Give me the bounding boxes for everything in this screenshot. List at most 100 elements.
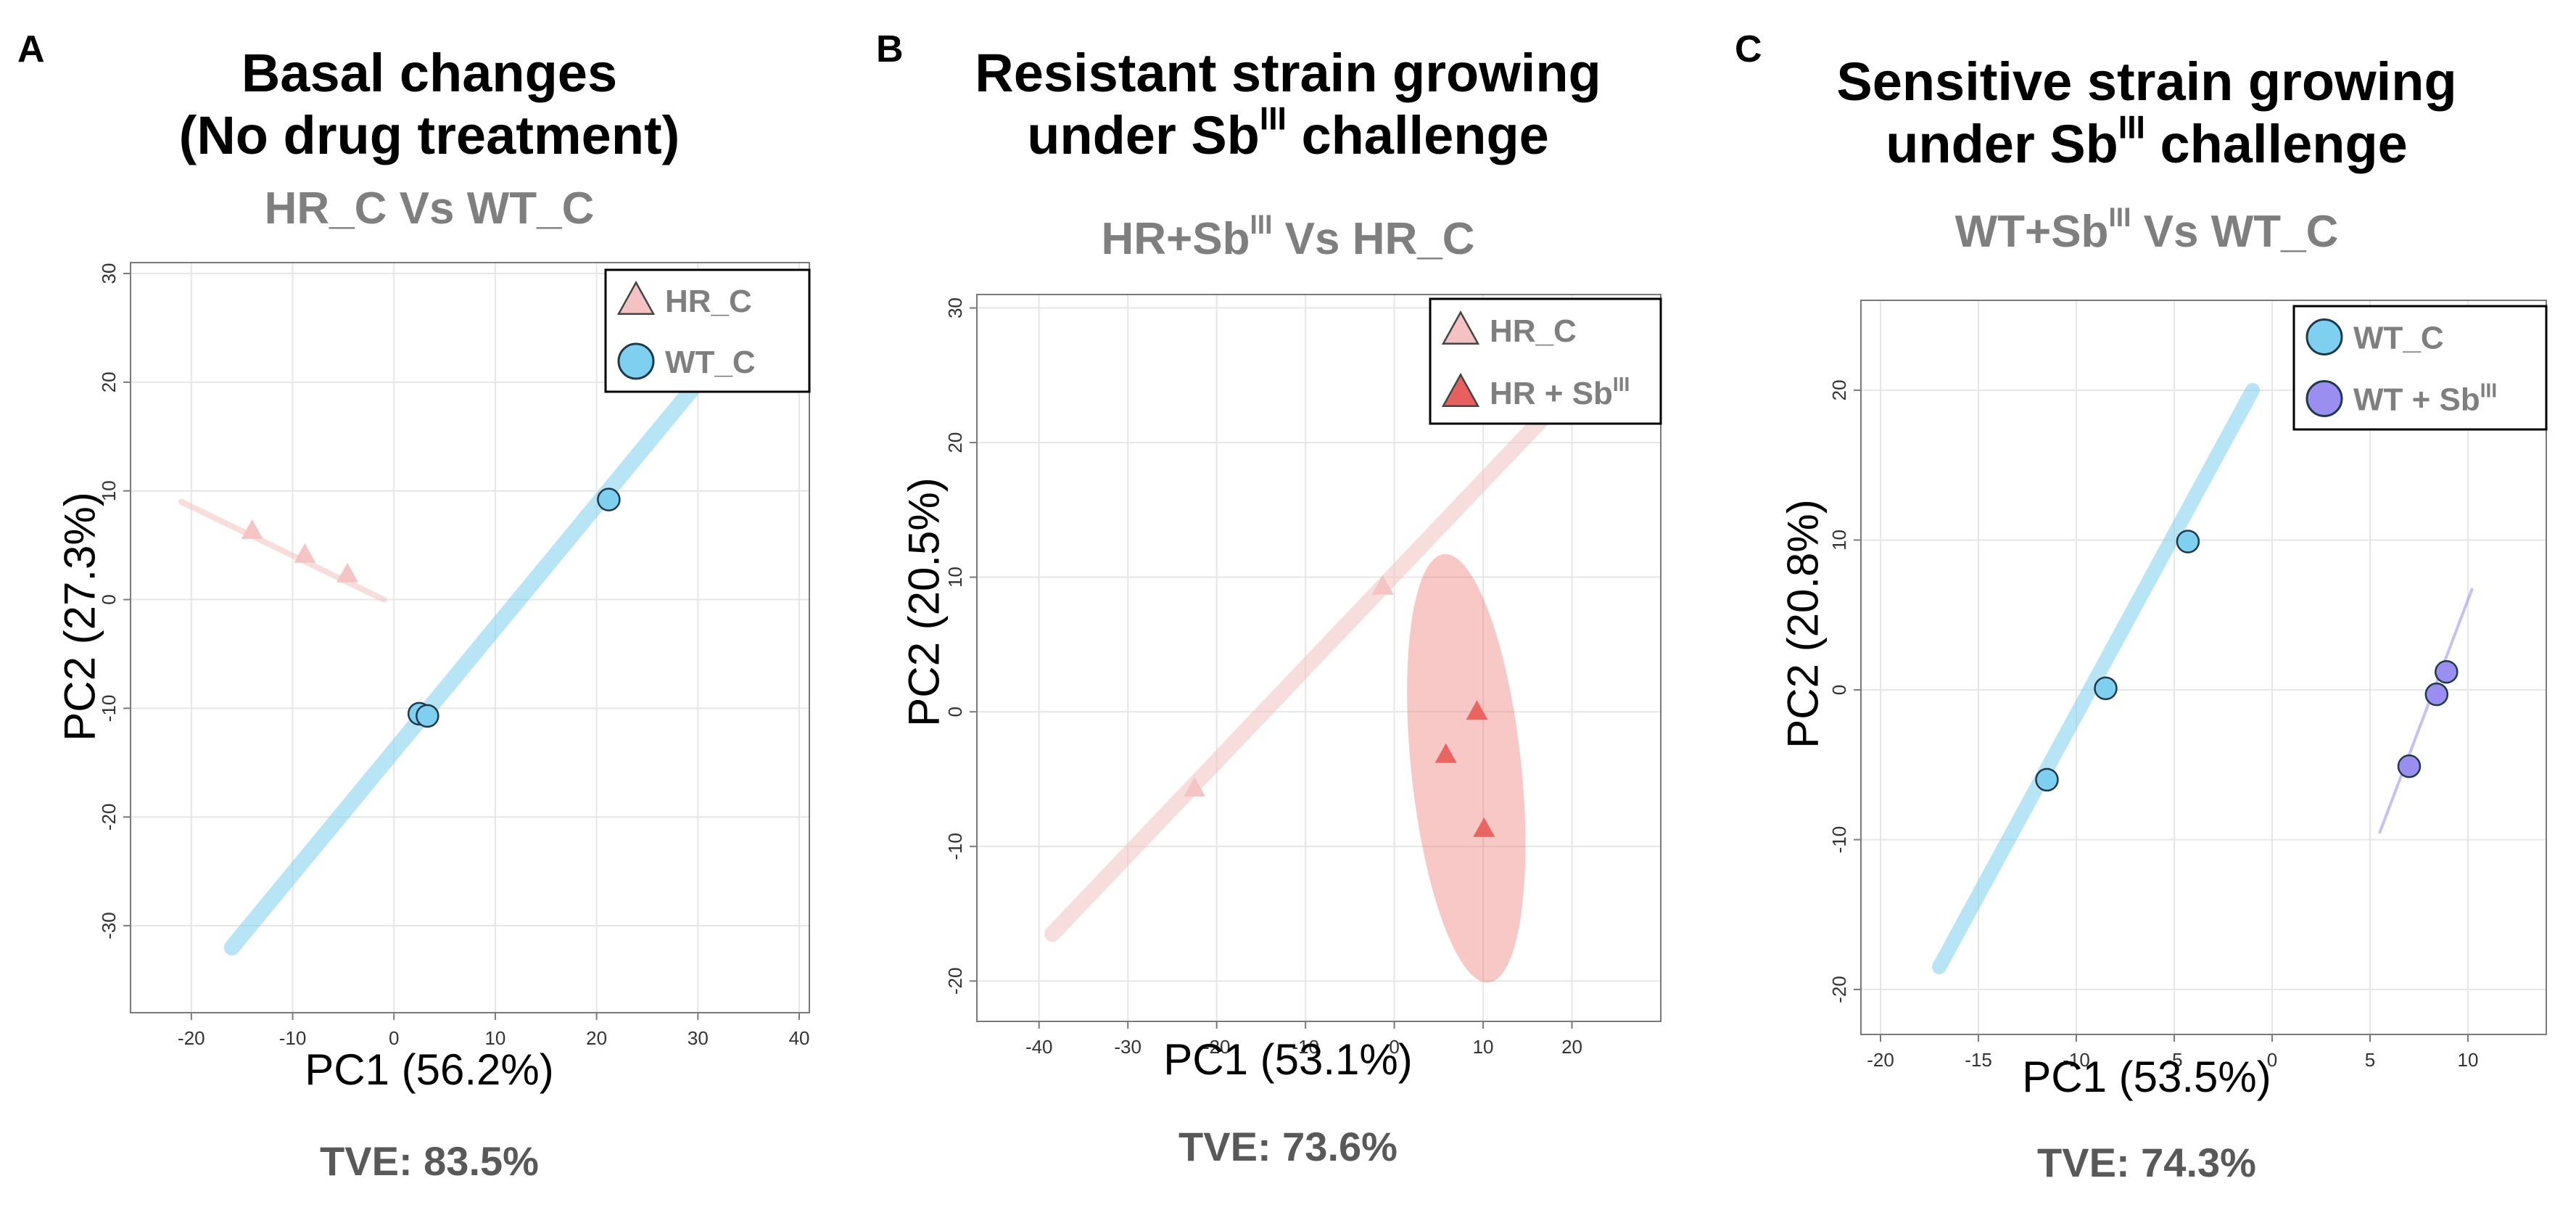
data-point — [1184, 777, 1206, 797]
y-tick-label: 30 — [944, 297, 966, 318]
grid — [131, 263, 809, 1013]
scatter-plot: -40 -30 -20 -10 0 10 20 -20 -10 0 10 20 30 HR_C HR + S… — [944, 294, 1662, 1058]
panel-subtitle: HR_C Vs WT_C — [264, 184, 595, 234]
tve-label: TVE: 73.6% — [1178, 1124, 1398, 1169]
legend-label: WT_C — [665, 345, 756, 380]
panel-letter: C — [1735, 28, 1762, 70]
data-point — [416, 704, 439, 728]
y-tick-label: 10 — [944, 567, 966, 588]
y-tick-label: 30 — [98, 263, 120, 284]
subtitle-text: WT+Sb — [1954, 207, 2109, 257]
x-tick-label: -10 — [2063, 1049, 2090, 1071]
y-tick-label: -20 — [944, 968, 966, 995]
title-line-2: under SbIII challenge — [859, 101, 1717, 167]
x-tick-label: 10 — [1473, 1036, 1494, 1058]
x-tick-label: 10 — [2458, 1049, 2479, 1071]
title-line-1: Resistant strain growing — [975, 43, 1601, 103]
x-tick-label: -10 — [279, 1027, 307, 1049]
data-point — [2397, 754, 2422, 778]
x-tick-label: -20 — [178, 1027, 205, 1049]
y-tick-label: 20 — [944, 432, 966, 453]
data-point — [336, 562, 358, 583]
subtitle-text: HR+Sb — [1101, 214, 1250, 264]
y-tick-label: -30 — [98, 912, 120, 939]
confidence-band — [2378, 588, 2474, 834]
title-line-1: Sensitive strain growing — [1836, 52, 2457, 112]
legend-label: HR_C — [1490, 313, 1577, 349]
confidence-band — [178, 498, 387, 603]
data-point — [2035, 767, 2059, 792]
x-tick-label: -20 — [1203, 1036, 1231, 1058]
title-line-1: Basal changes — [241, 43, 618, 103]
y-tick-label: -10 — [1828, 826, 1850, 854]
title-line-2: (No drug treatment) — [178, 105, 680, 165]
title-superscript: III — [1259, 101, 1287, 137]
plot-frame — [130, 262, 810, 1013]
subtitle-superscript: III — [1250, 209, 1273, 240]
y-axis-label: PC2 (20.8%) — [1778, 499, 1828, 749]
x-tick-label: -5 — [2166, 1049, 2182, 1071]
y-tick-label: 0 — [1828, 685, 1850, 695]
x-tick-label: 10 — [484, 1027, 505, 1049]
y-tick-label: -10 — [98, 695, 120, 723]
scatter-plot: -20 -10 0 10 20 30 40 -30 -20 -10 0 10 20 30 HR_C WT_C — [98, 262, 811, 1049]
legend-label-superscript: III — [2480, 379, 2497, 402]
data-point — [294, 543, 316, 563]
panel-a: A Basal changes (No drug treatment) HR_C… — [0, 0, 859, 1210]
legend-swatch — [2305, 318, 2343, 355]
y-tick-label: 10 — [1828, 530, 1850, 551]
panel-subtitle: WT+SbIII Vs WT_C — [1717, 204, 2576, 258]
x-tick-label: -30 — [1114, 1036, 1142, 1058]
legend-label: HR_C — [665, 284, 752, 319]
x-tick-label: 0 — [1389, 1036, 1399, 1058]
legend-swatch — [617, 342, 655, 380]
legend-swatch — [1441, 372, 1480, 407]
data-point — [1371, 575, 1394, 595]
data-point — [2435, 659, 2459, 684]
x-tick-label: 0 — [389, 1027, 399, 1049]
x-tick-label: 20 — [586, 1027, 607, 1049]
panel-subtitle: HR+SbIII Vs HR_C — [859, 211, 1717, 265]
title-superscript: III — [2118, 110, 2145, 146]
legend-swatch — [616, 280, 656, 315]
panel-letter: B — [876, 28, 904, 70]
plot-frame — [976, 294, 1661, 1022]
data-point — [2176, 530, 2200, 553]
legend: HR_C HR + SbIII — [1429, 297, 1662, 425]
y-tick-label: 20 — [1828, 379, 1850, 400]
data-point — [2424, 682, 2449, 707]
x-tick-label: -10 — [1292, 1036, 1319, 1058]
data-point — [241, 519, 263, 539]
x-tick-label: 20 — [1561, 1036, 1582, 1058]
legend-label-superscript: III — [1613, 373, 1630, 395]
legend: WT_C WT + SbIII — [2292, 305, 2548, 431]
x-axis-label: PC1 (53.1%) — [1163, 1035, 1413, 1084]
confidence-ellipse — [1407, 553, 1526, 983]
x-tick-label: 40 — [789, 1027, 810, 1049]
panel-title: Resistant strain growing under SbIII cha… — [859, 42, 1717, 167]
legend-swatch — [2305, 380, 2343, 417]
x-axis-label: PC1 (53.5%) — [2022, 1053, 2271, 1101]
legend-label: WT + SbIII — [2353, 379, 2497, 418]
x-tick-label: 5 — [2365, 1049, 2375, 1071]
x-tick-label: 30 — [688, 1027, 709, 1049]
data-point — [1473, 817, 1495, 837]
title-line-2: under SbIII challenge — [1717, 110, 2576, 176]
y-axis-label: PC2 (20.5%) — [899, 477, 949, 727]
x-tick-label: -40 — [1025, 1036, 1053, 1058]
tve-label: TVE: 74.3% — [2037, 1140, 2256, 1185]
y-tick-label: 20 — [98, 371, 120, 392]
title-line-2-end: challenge — [1286, 105, 1549, 165]
y-tick-label: 10 — [98, 480, 120, 501]
legend-label: HR + SbIII — [1490, 373, 1630, 411]
legend-swatch — [1441, 310, 1480, 345]
y-tick-label: 0 — [98, 594, 120, 604]
title-line-2-text: under Sb — [1027, 105, 1260, 165]
confidence-band — [1044, 408, 1553, 942]
y-tick-label: 0 — [944, 707, 966, 717]
title-line-2-end: challenge — [2144, 114, 2408, 174]
y-tick-label: -20 — [1828, 976, 1850, 1003]
tve-label: TVE: 83.5% — [320, 1138, 539, 1184]
panel-letter: A — [17, 28, 45, 70]
y-tick-label: -20 — [98, 803, 120, 831]
